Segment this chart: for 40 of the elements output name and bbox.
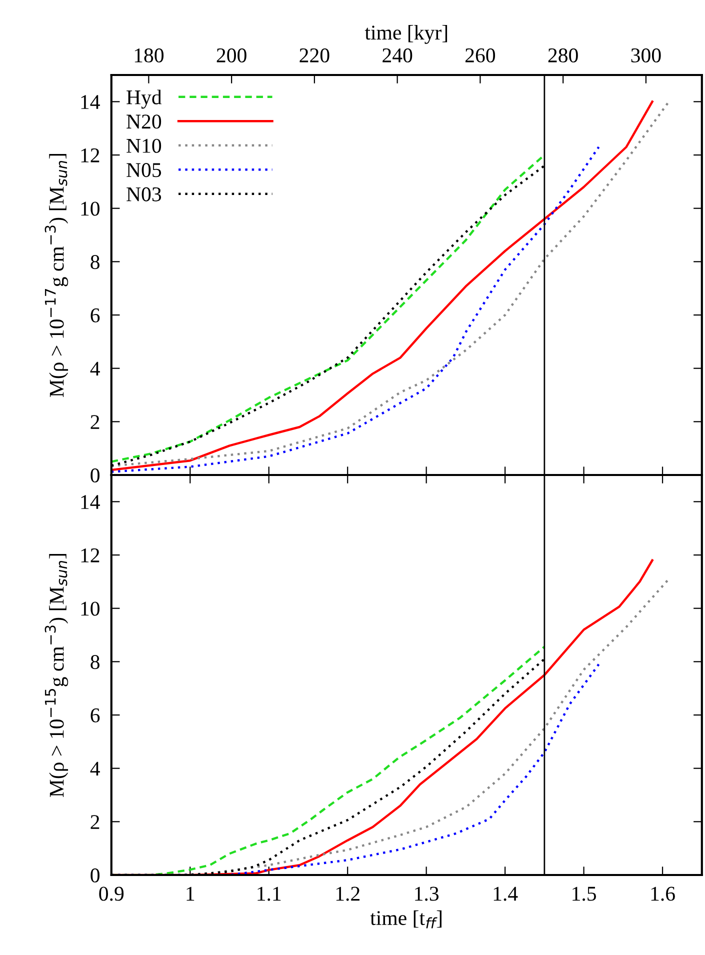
y-tick-label: 12 xyxy=(81,148,100,162)
legend-label: N05 xyxy=(126,163,162,178)
x-tick-label: 1.5 xyxy=(572,886,596,901)
x2-tick-label: 180 xyxy=(134,48,164,62)
y-tick-label: 6 xyxy=(90,308,100,322)
y-tick-label: 6 xyxy=(90,708,100,722)
y-tick-label: 2 xyxy=(90,415,100,429)
x2-tick-label: 260 xyxy=(465,48,496,62)
x-tick-label: 1.3 xyxy=(415,886,439,901)
y-tick-label: 8 xyxy=(90,655,100,670)
legend-label: N10 xyxy=(126,138,162,153)
y-tick-label: 8 xyxy=(90,255,100,270)
x2-tick-label: 220 xyxy=(300,48,330,62)
x-tick-label: 1.4 xyxy=(494,886,518,901)
x-tick-label: 0.9 xyxy=(99,886,124,901)
y-tick-label: 4 xyxy=(90,362,100,376)
x-tick-label: 1.6 xyxy=(651,886,675,901)
y-tick-label: 0 xyxy=(90,868,100,882)
x2-tick-label: 200 xyxy=(216,48,246,62)
x2-tick-label: 300 xyxy=(631,48,661,62)
x2-tick-label: 280 xyxy=(548,48,578,62)
legend-label: Hyd xyxy=(126,90,162,109)
y-tick-label: 4 xyxy=(90,762,100,776)
y-tick-label: 2 xyxy=(90,815,100,829)
legend-label: N03 xyxy=(126,187,162,202)
y-tick-label: 10 xyxy=(81,602,100,616)
y-axis-title: M(ρ > 10$^{−17}$g cm$^{−3}$) [M$_{sun}$] xyxy=(44,154,68,398)
x-tick-label: 1.1 xyxy=(258,886,281,901)
y-tick-label: 12 xyxy=(81,548,100,562)
x-axis-title: time [t$_{ff}$] xyxy=(370,910,442,928)
y-tick-label: 10 xyxy=(81,202,100,216)
y-axis-title: M(ρ > 10$^{−15}$g cm$^{−3}$) [M$_{sun}$] xyxy=(44,554,68,798)
y-tick-label: 0 xyxy=(90,468,100,482)
x2-tick-label: 240 xyxy=(382,48,412,62)
x-tick-label: 1.2 xyxy=(336,886,360,901)
y-tick-label: 14 xyxy=(81,95,100,109)
y-tick-label: 14 xyxy=(81,495,100,509)
legend-label: N20 xyxy=(126,114,162,129)
x-tick-label: 1 xyxy=(186,886,194,901)
x2-axis-title: time [kyr] xyxy=(364,24,448,44)
